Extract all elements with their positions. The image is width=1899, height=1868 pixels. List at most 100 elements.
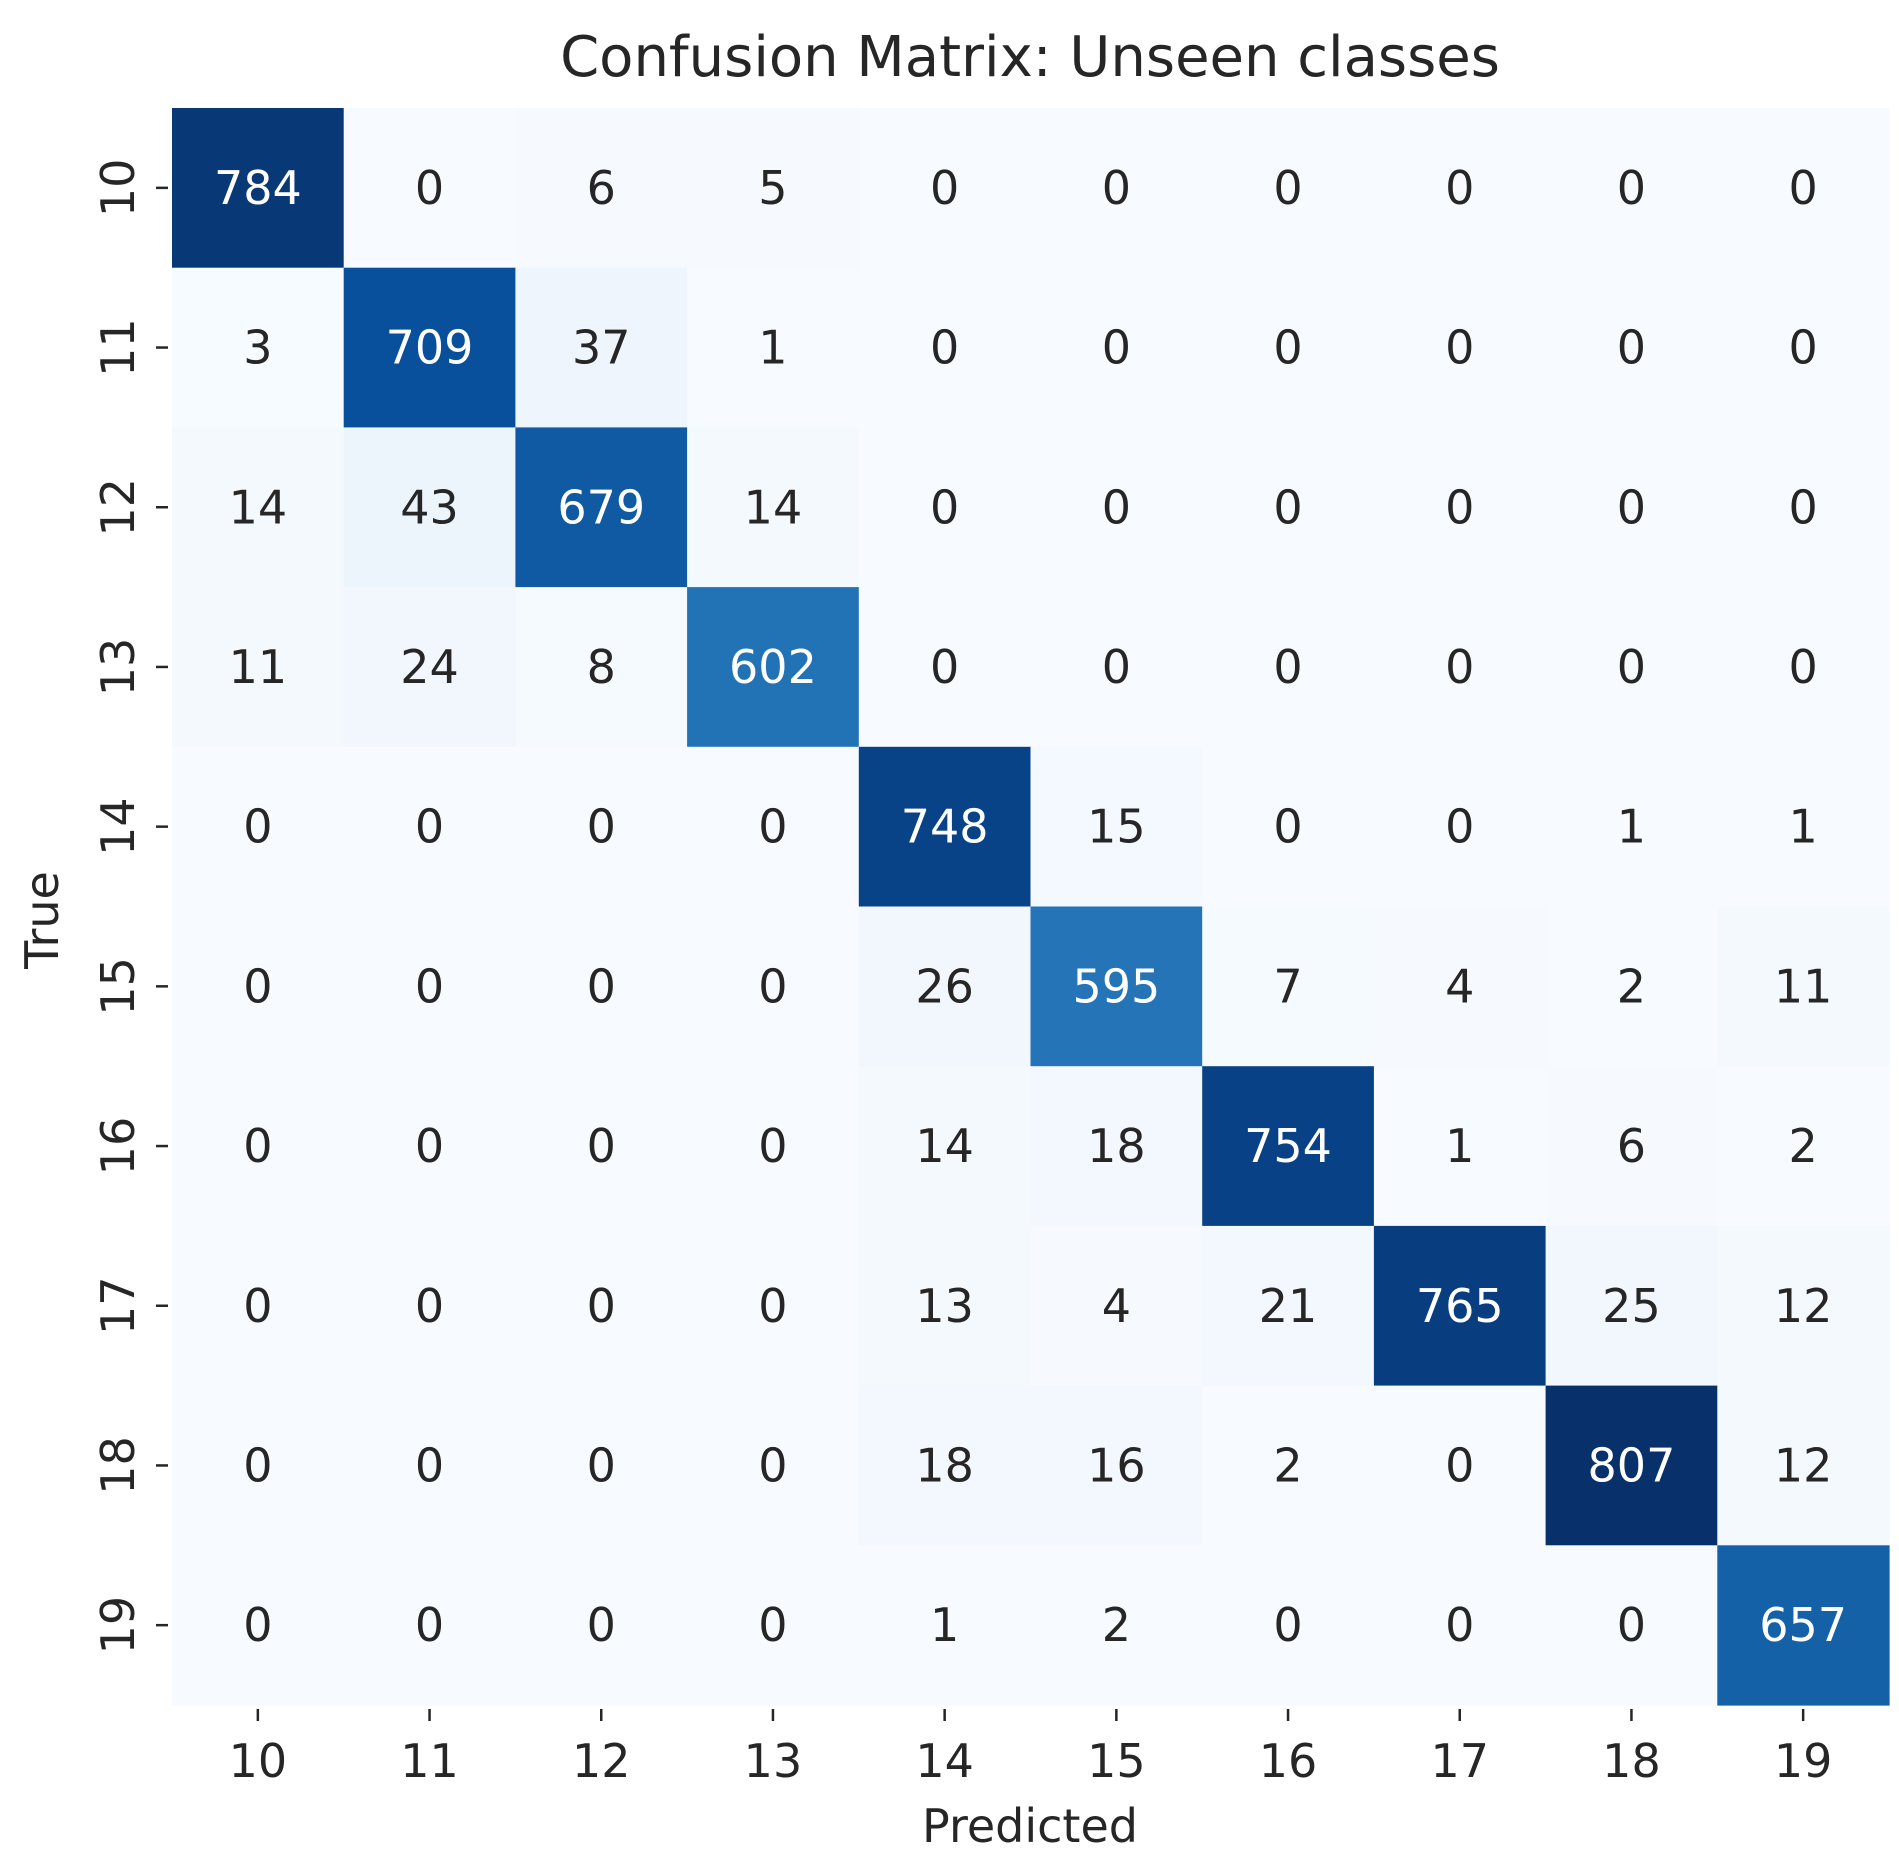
- cell-value-label: 0: [1273, 800, 1302, 854]
- cell-value-label: 679: [557, 480, 645, 534]
- cell-value-label: 0: [1617, 480, 1646, 534]
- cell-value-label: 1: [930, 1598, 959, 1652]
- heatmap-cell-19-11: [343, 1545, 516, 1706]
- cell-value-label: 14: [915, 1119, 974, 1173]
- cell-value-label: 0: [1273, 1598, 1302, 1652]
- heatmap-cell-12-15: [1030, 427, 1203, 588]
- heatmap-cell-12-10: [172, 427, 345, 588]
- heatmap-cell-10-18: [1545, 108, 1718, 269]
- heatmap-cell-10-19: [1717, 108, 1890, 269]
- heatmap-cell-12-16: [1202, 427, 1375, 588]
- heatmap-cell-11-13: [687, 267, 860, 428]
- cell-value-label: 12: [1774, 1438, 1833, 1492]
- cell-value-label: 0: [243, 1598, 272, 1652]
- heatmap-cell-13-17: [1373, 587, 1547, 748]
- heatmap-cell-10-12: [515, 108, 688, 269]
- heatmap-cell-13-19: [1717, 587, 1890, 748]
- cell-value-label: 6: [1617, 1119, 1646, 1173]
- cell-value-label: 0: [1102, 640, 1131, 694]
- heatmap-cell-18-16: [1202, 1385, 1375, 1546]
- cell-value-label: 0: [758, 1438, 787, 1492]
- cell-value-label: 3: [243, 321, 272, 375]
- heatmap-cell-18-18: [1545, 1385, 1718, 1546]
- cell-value-label: 0: [587, 1598, 616, 1652]
- heatmap-cell-19-15: [1030, 1545, 1203, 1706]
- heatmap-cell-18-12: [515, 1385, 688, 1546]
- cell-value-label: 14: [229, 480, 288, 534]
- heatmap-cell-15-19: [1717, 906, 1890, 1067]
- heatmap-cell-14-16: [1202, 746, 1375, 908]
- heatmap-cells: [172, 108, 1890, 1706]
- heatmap-cell-12-18: [1545, 427, 1718, 588]
- heatmap-cell-17-14: [858, 1225, 1032, 1387]
- heatmap-cell-labels: 784 0 6 5 0 0 0 0 0 03 709 37 1 0 0 0 0 0 014 43 679 14 0 0 0 0 0 0…: [214, 161, 1847, 1652]
- heatmap-cell-10-15: [1030, 108, 1203, 269]
- cell-value-label: 14: [744, 480, 803, 534]
- heatmap-cell-19-10: [172, 1545, 345, 1706]
- heatmap-cell-15-12: [515, 906, 688, 1067]
- x-tick-label: 14: [915, 1734, 974, 1788]
- x-axis-label: Predicted: [922, 1799, 1138, 1853]
- heatmap-cell-10-13: [687, 108, 860, 269]
- heatmap-cell-15-13: [687, 906, 860, 1067]
- cell-value-label: 0: [1617, 640, 1646, 694]
- heatmap-cell-15-16: [1202, 906, 1375, 1067]
- heatmap-cell-13-13: [687, 587, 860, 748]
- heatmap-cell-17-10: [172, 1225, 345, 1387]
- heatmap-cell-17-11: [343, 1225, 516, 1387]
- cell-value-label: 0: [1617, 321, 1646, 375]
- cell-value-label: 0: [930, 161, 959, 215]
- cell-value-label: 595: [1072, 959, 1160, 1013]
- y-tick-label: 15: [91, 957, 145, 1016]
- cell-value-label: 2: [1789, 1119, 1818, 1173]
- cell-value-label: 784: [214, 161, 302, 215]
- heatmap-cell-13-10: [172, 587, 345, 748]
- heatmap-cell-17-13: [687, 1225, 860, 1387]
- cell-value-label: 1: [758, 321, 787, 375]
- heatmap-cell-10-14: [858, 108, 1032, 269]
- cell-value-label: 0: [1445, 321, 1474, 375]
- heatmap-cell-18-11: [343, 1385, 516, 1546]
- heatmap-cell-18-19: [1717, 1385, 1890, 1546]
- heatmap-cell-14-17: [1373, 746, 1547, 908]
- cell-value-label: 0: [1789, 161, 1818, 215]
- heatmap-cell-19-14: [858, 1545, 1032, 1706]
- cell-value-label: 0: [1273, 321, 1302, 375]
- cell-value-label: 4: [1102, 1279, 1131, 1333]
- cell-value-label: 15: [1087, 800, 1146, 854]
- heatmap-cell-19-16: [1202, 1545, 1375, 1706]
- cell-value-label: 0: [1273, 161, 1302, 215]
- cell-value-label: 0: [1445, 1598, 1474, 1652]
- y-axis-ticks: 10 11 12 13 14 15 16 17 18 19: [91, 159, 168, 1654]
- cell-value-label: 0: [415, 1119, 444, 1173]
- y-tick-label: 12: [91, 478, 145, 537]
- cell-value-label: 807: [1588, 1438, 1676, 1492]
- heatmap-cell-11-10: [172, 267, 345, 428]
- heatmap-cell-12-17: [1373, 427, 1547, 588]
- heatmap-cell-14-10: [172, 746, 345, 908]
- heatmap-cell-14-12: [515, 746, 688, 908]
- cell-value-label: 4: [1445, 959, 1474, 1013]
- x-tick-label: 16: [1259, 1734, 1318, 1788]
- heatmap-cell-17-17: [1373, 1225, 1547, 1387]
- x-tick-label: 13: [744, 1734, 803, 1788]
- heatmap-cell-13-15: [1030, 587, 1203, 748]
- heatmap-cell-13-14: [858, 587, 1032, 748]
- heatmap-cell-13-12: [515, 587, 688, 748]
- cell-value-label: 0: [243, 1438, 272, 1492]
- heatmap-cell-15-17: [1373, 906, 1547, 1067]
- heatmap-cell-15-14: [858, 906, 1032, 1067]
- heatmap-cell-11-17: [1373, 267, 1547, 428]
- x-tick-label: 10: [229, 1734, 288, 1788]
- cell-value-label: 0: [758, 800, 787, 854]
- cell-value-label: 0: [1789, 321, 1818, 375]
- heatmap-cell-16-14: [858, 1066, 1032, 1227]
- heatmap-cell-18-15: [1030, 1385, 1203, 1546]
- cell-value-label: 8: [587, 640, 616, 694]
- cell-value-label: 1: [1789, 800, 1818, 854]
- cell-value-label: 43: [400, 480, 459, 534]
- heatmap-cell-19-19: [1717, 1545, 1890, 1706]
- heatmap-cell-11-11: [343, 267, 516, 428]
- cell-value-label: 0: [1445, 800, 1474, 854]
- heatmap-cell-10-16: [1202, 108, 1375, 269]
